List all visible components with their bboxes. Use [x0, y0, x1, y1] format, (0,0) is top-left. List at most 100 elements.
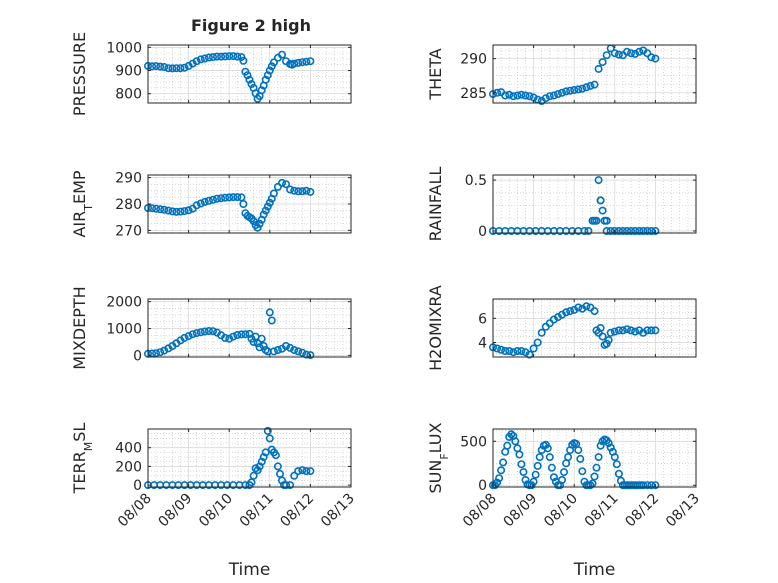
data-point — [298, 348, 307, 357]
plot-area — [148, 299, 351, 357]
data-point — [639, 481, 648, 490]
y-axis-label-suffix: SL — [70, 423, 89, 442]
x-tick-label: 08/11 — [582, 491, 622, 531]
y-axis-label-suffix: LUX — [426, 422, 445, 453]
data-point — [647, 227, 656, 236]
data-point — [606, 328, 615, 337]
data-point — [233, 193, 242, 202]
data-point — [602, 227, 611, 236]
data-point — [647, 481, 656, 490]
y-tick-label: 500 — [460, 434, 487, 450]
data-point — [643, 326, 652, 335]
y-tick-label: 280 — [115, 197, 142, 213]
y-axis-label: H2OMIXRA — [426, 285, 445, 371]
data-point — [576, 454, 585, 463]
data-point — [239, 56, 248, 65]
data-point — [225, 52, 234, 61]
data-point — [639, 227, 648, 236]
data-point — [277, 476, 286, 485]
data-point — [517, 90, 526, 99]
data-point — [257, 86, 266, 95]
data-point — [152, 62, 161, 71]
data-point — [519, 468, 528, 477]
data-point — [547, 463, 556, 472]
data-point — [255, 219, 264, 228]
data-point — [515, 450, 524, 459]
data-point — [209, 53, 218, 62]
data-point — [574, 446, 583, 455]
data-point — [204, 326, 213, 335]
data-point — [251, 464, 260, 473]
y-axis-label-subscript: M — [82, 442, 95, 452]
data-point — [631, 327, 640, 336]
data-point — [559, 468, 568, 477]
data-point — [557, 475, 566, 484]
data-point — [294, 187, 303, 196]
data-point — [612, 460, 621, 469]
data-point — [302, 57, 311, 66]
data-point — [148, 204, 157, 213]
data-point — [225, 193, 234, 202]
data-point — [602, 51, 611, 60]
data-point — [651, 481, 660, 490]
data-point — [614, 50, 623, 59]
subplot-7: 0 200 400 08/08 08/09 08/10 08/11 08/12 08/13 TER… — [70, 423, 358, 580]
data-point — [545, 92, 554, 101]
data-point — [302, 186, 311, 195]
data-point — [543, 444, 552, 453]
x-tick-label: 08/11 — [237, 491, 277, 531]
data-point — [184, 206, 193, 215]
data-point — [582, 83, 591, 92]
x-tick-label: 08/08 — [460, 491, 500, 531]
axes-box — [492, 428, 697, 488]
data-point — [180, 63, 189, 72]
data-point — [192, 201, 201, 210]
data-point — [273, 345, 282, 354]
data-point — [647, 326, 656, 335]
axes-box — [147, 298, 352, 358]
data-point — [525, 92, 534, 101]
data-point — [596, 441, 605, 450]
data-point — [156, 62, 165, 71]
x-tick-label: 08/08 — [115, 491, 155, 531]
data-point — [614, 326, 623, 335]
data-point — [271, 451, 280, 460]
y-axis-label: MIXDEPTH — [70, 286, 89, 369]
data-point — [614, 469, 623, 478]
data-point — [306, 187, 315, 196]
y-tick-label: 0.5 — [465, 173, 487, 189]
data-point — [596, 323, 605, 332]
data-point — [209, 195, 218, 204]
data-point — [557, 88, 566, 97]
data-point — [582, 302, 591, 311]
data-point — [176, 207, 185, 216]
data-point — [594, 64, 603, 73]
data-point — [204, 196, 213, 205]
data-point — [493, 478, 502, 487]
data-point — [196, 55, 205, 64]
data-point — [221, 52, 230, 61]
y-tick-label: 4 — [478, 336, 487, 352]
data-point — [584, 227, 593, 236]
subplot-5: 0 1000 2000 MIXDEPTH — [70, 286, 352, 370]
data-point — [614, 227, 623, 236]
data-point — [273, 182, 282, 191]
y-tick-label: 290 — [460, 52, 487, 68]
x-tick-label: 08/12 — [277, 491, 317, 531]
y-tick-label: 1000 — [106, 40, 142, 56]
x-axis-label: Time — [573, 560, 616, 580]
data-point — [265, 198, 274, 207]
data-point — [243, 71, 252, 80]
data-point — [160, 62, 169, 71]
x-tick-label: 08/13 — [318, 491, 358, 531]
data-point — [249, 471, 258, 480]
data-point — [505, 90, 514, 99]
data-point — [184, 332, 193, 341]
data-point — [196, 328, 205, 337]
data-point — [204, 53, 213, 62]
y-tick-label: 0 — [478, 224, 487, 240]
data-point — [294, 467, 303, 476]
data-point — [221, 193, 230, 202]
data-point — [302, 467, 311, 476]
data-point — [265, 434, 274, 443]
